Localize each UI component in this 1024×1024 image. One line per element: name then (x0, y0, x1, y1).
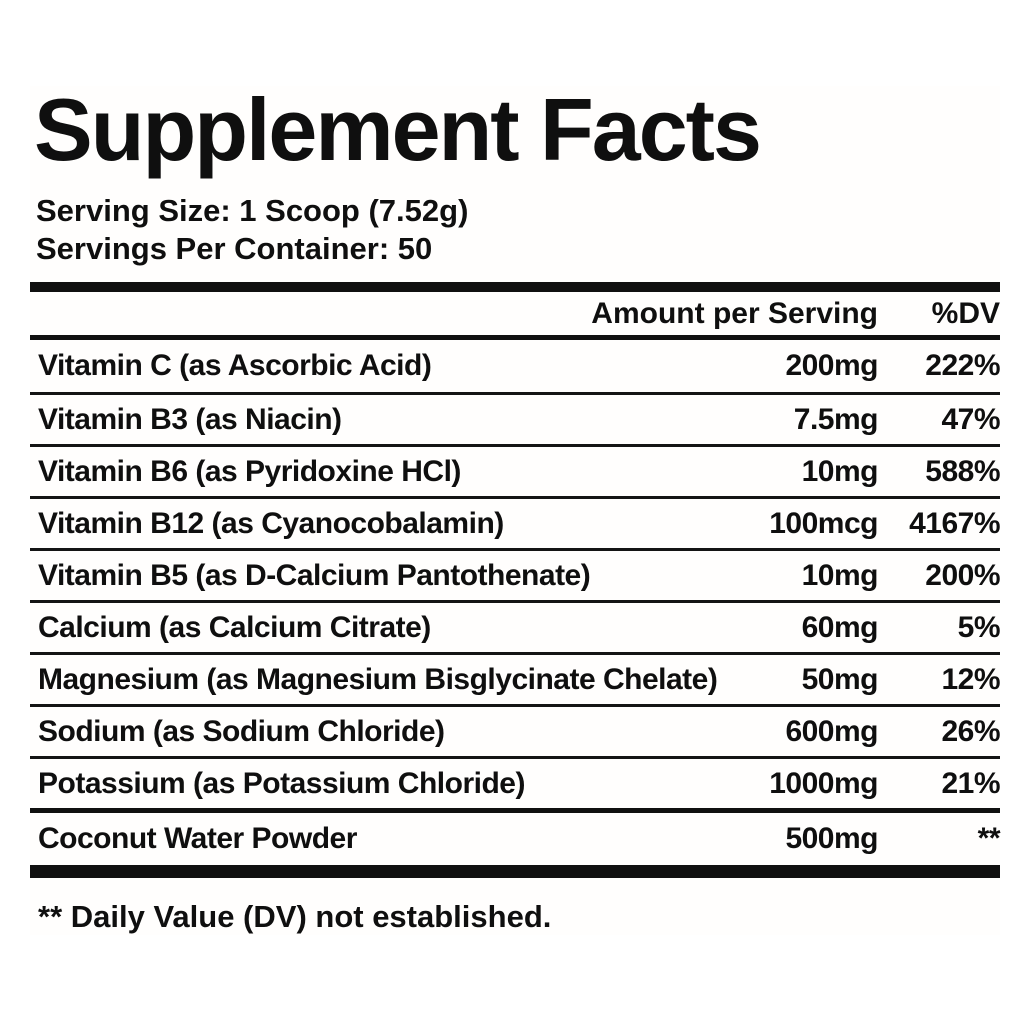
table-row: Calcium (as Calcium Citrate) 60mg 5% (30, 600, 1001, 652)
table-row: Vitamin B12 (as Cyanocobalamin) 100mcg 4… (30, 496, 1001, 548)
ingredient-dv: 222% (925, 349, 1000, 382)
servings-per-container-text: Servings Per Container: 50 (36, 231, 433, 266)
ingredient-dv: ** (977, 822, 1001, 855)
ingredient-name: Magnesium (as Magnesium Bisglycinate Che… (38, 662, 718, 696)
ingredient-amount: 60mg (801, 610, 879, 644)
ingredient-dv: 21% (941, 766, 1000, 800)
table-row: Magnesium (as Magnesium Bisglycinate Che… (30, 652, 1001, 704)
serving-size-text: Serving Size: 1 Scoop (7.52g) (36, 193, 469, 228)
ingredient-name: Vitamin B3 (as Niacin) (38, 402, 342, 436)
supplement-facts-label: Supplement Facts Serving Size: 1 Scoop (… (30, 80, 1001, 935)
table-row: Vitamin B6 (as Pyridoxine HCl) 10mg 588% (30, 444, 1001, 496)
ingredient-name: Vitamin B5 (as D-Calcium Pantothenate) (38, 558, 591, 592)
ingredient-name: Sodium (as Sodium Chloride) (38, 714, 445, 748)
ingredient-amount: 600mg (785, 714, 878, 748)
table-row: Vitamin C (as Ascorbic Acid) 200mg 222% (30, 340, 1001, 392)
ingredient-amount: 10mg (801, 454, 879, 488)
divider-thick-bottom (30, 865, 1000, 878)
divider-thick-top (30, 282, 1000, 292)
ingredient-amount: 500mg (785, 822, 878, 855)
ingredient-amount: 10mg (801, 558, 879, 592)
table-row: Potassium (as Potassium Chloride) 1000mg… (30, 756, 1001, 808)
ingredient-amount: 100mcg (769, 506, 878, 540)
ingredient-dv: 588% (925, 454, 1000, 488)
table-row: Vitamin B5 (as D-Calcium Pantothenate) 1… (30, 548, 1001, 600)
ingredient-name: Coconut Water Powder (38, 822, 357, 855)
table-row: Vitamin B3 (as Niacin) 7.5mg 47% (30, 392, 1001, 444)
ingredient-amount: 50mg (801, 662, 879, 696)
footnote: ** Daily Value (DV) not established. (38, 899, 552, 934)
divider-medium-other (30, 808, 1000, 813)
ingredient-dv: 26% (941, 714, 1000, 748)
dv-column-header: %DV (931, 296, 1000, 330)
ingredient-dv: 4167% (909, 506, 1000, 540)
ingredient-name: Calcium (as Calcium Citrate) (38, 610, 431, 644)
ingredient-dv: 200% (925, 558, 1000, 592)
ingredient-amount: 7.5mg (793, 402, 879, 436)
divider-medium-header (30, 335, 1000, 340)
table-row: Coconut Water Powder 500mg ** (30, 813, 1001, 865)
table-header: Amount per Serving %DV (30, 292, 1000, 335)
ingredient-name: Vitamin B6 (as Pyridoxine HCl) (38, 454, 461, 488)
amount-column-header: Amount per Serving (591, 296, 878, 330)
ingredient-name: Potassium (as Potassium Chloride) (38, 766, 525, 800)
ingredient-dv: 47% (941, 402, 1000, 436)
ingredient-amount: 200mg (785, 349, 878, 382)
table-row: Sodium (as Sodium Chloride) 600mg 26% (30, 704, 1001, 756)
ingredient-amount: 1000mg (769, 766, 878, 800)
ingredient-dv: 5% (957, 610, 1001, 644)
page-title: Supplement Facts (34, 80, 762, 179)
ingredient-name: Vitamin B12 (as Cyanocobalamin) (38, 506, 504, 540)
ingredient-name: Vitamin C (as Ascorbic Acid) (38, 349, 432, 382)
ingredient-dv: 12% (941, 662, 1000, 696)
facts-table: Vitamin C (as Ascorbic Acid) 200mg 222% … (30, 340, 1001, 808)
